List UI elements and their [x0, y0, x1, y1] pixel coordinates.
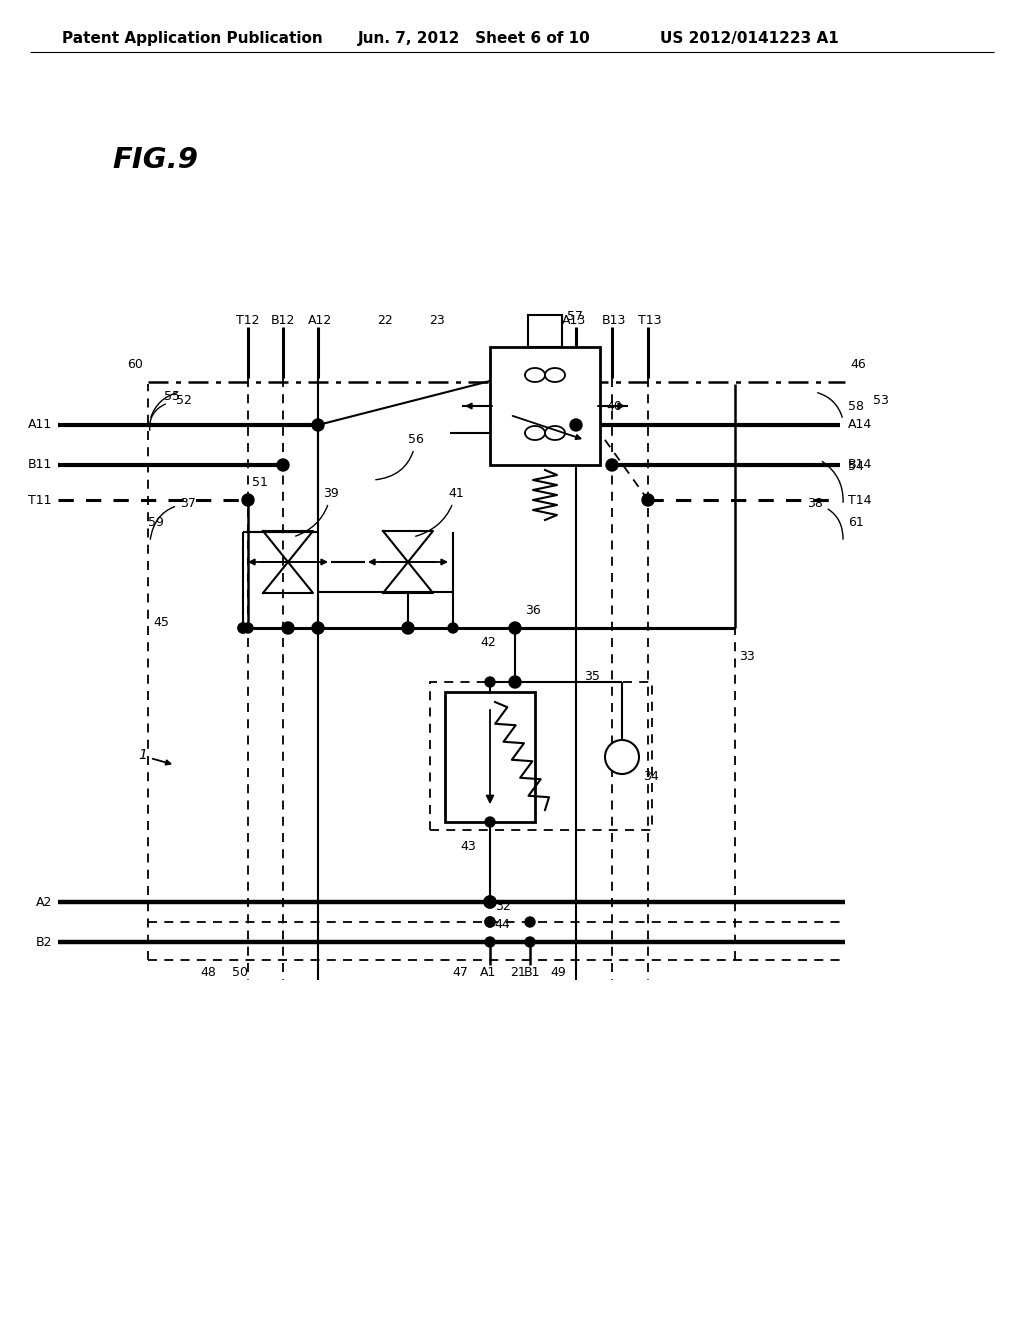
Circle shape — [484, 896, 496, 908]
Text: 23: 23 — [429, 314, 444, 326]
Circle shape — [449, 623, 458, 634]
Text: 54: 54 — [848, 461, 864, 474]
Circle shape — [312, 418, 324, 432]
Circle shape — [282, 622, 294, 634]
Circle shape — [642, 494, 654, 506]
Text: US 2012/0141223 A1: US 2012/0141223 A1 — [660, 30, 839, 45]
Text: 32: 32 — [495, 900, 511, 913]
Text: B1: B1 — [523, 965, 541, 978]
Text: 35: 35 — [584, 671, 600, 684]
Text: A13: A13 — [562, 314, 586, 326]
Circle shape — [485, 917, 495, 927]
Circle shape — [605, 741, 639, 774]
Text: 46: 46 — [850, 358, 865, 371]
Text: 50: 50 — [232, 965, 248, 978]
Text: 40: 40 — [606, 400, 622, 412]
Text: 48: 48 — [200, 965, 216, 978]
Text: 36: 36 — [525, 603, 541, 616]
Text: Jun. 7, 2012   Sheet 6 of 10: Jun. 7, 2012 Sheet 6 of 10 — [358, 30, 591, 45]
Circle shape — [485, 917, 495, 927]
Bar — [490, 347, 600, 465]
Circle shape — [509, 622, 521, 634]
Circle shape — [278, 459, 289, 471]
Text: B14: B14 — [848, 458, 872, 471]
Text: 59: 59 — [148, 516, 164, 528]
Bar — [445, 692, 535, 822]
Text: 53: 53 — [873, 393, 889, 407]
Text: 37: 37 — [151, 498, 196, 540]
Circle shape — [485, 677, 495, 686]
Circle shape — [606, 459, 618, 471]
Text: B2: B2 — [36, 936, 52, 949]
Circle shape — [242, 494, 254, 506]
Text: A14: A14 — [848, 418, 872, 432]
Circle shape — [485, 937, 495, 946]
Text: 52: 52 — [176, 393, 191, 407]
Text: 56: 56 — [376, 433, 424, 479]
Text: 38: 38 — [807, 498, 843, 540]
Text: B13: B13 — [602, 314, 627, 326]
Text: A11: A11 — [28, 418, 52, 432]
Circle shape — [484, 896, 496, 908]
Circle shape — [243, 623, 253, 634]
Text: B11: B11 — [28, 458, 52, 471]
Circle shape — [238, 623, 248, 634]
Circle shape — [525, 937, 535, 946]
Text: Patent Application Publication: Patent Application Publication — [62, 30, 323, 45]
Text: 21: 21 — [510, 965, 526, 978]
Circle shape — [312, 622, 324, 634]
Text: 41: 41 — [416, 487, 464, 536]
Text: 1: 1 — [138, 748, 146, 762]
Circle shape — [570, 418, 582, 432]
Text: A2: A2 — [36, 895, 52, 908]
Text: A12: A12 — [308, 314, 332, 326]
Text: 34: 34 — [643, 771, 658, 784]
Text: 51: 51 — [252, 475, 268, 488]
Text: 44: 44 — [494, 917, 510, 931]
Text: B12: B12 — [270, 314, 295, 326]
Text: 39: 39 — [296, 487, 339, 536]
Text: 49: 49 — [550, 965, 566, 978]
Text: 47: 47 — [452, 965, 468, 978]
Text: T14: T14 — [848, 494, 871, 507]
Text: 42: 42 — [480, 635, 496, 648]
Text: 57: 57 — [567, 309, 583, 322]
Circle shape — [485, 817, 495, 828]
Text: T12: T12 — [237, 314, 260, 326]
Text: 60: 60 — [127, 358, 143, 371]
Circle shape — [238, 623, 248, 634]
Bar — [528, 315, 562, 347]
Text: A1: A1 — [480, 965, 497, 978]
Text: 61: 61 — [848, 516, 864, 528]
Text: 43: 43 — [460, 841, 476, 854]
Text: 55: 55 — [164, 391, 180, 404]
Bar — [430, 682, 652, 830]
Text: FIG.9: FIG.9 — [112, 147, 198, 174]
Circle shape — [509, 676, 521, 688]
Text: 45: 45 — [153, 616, 169, 630]
Text: 22: 22 — [377, 314, 393, 326]
Circle shape — [525, 917, 535, 927]
Text: 33: 33 — [739, 649, 755, 663]
Text: 58: 58 — [848, 400, 864, 413]
Circle shape — [402, 622, 414, 634]
Text: T11: T11 — [29, 494, 52, 507]
Text: T13: T13 — [638, 314, 662, 326]
